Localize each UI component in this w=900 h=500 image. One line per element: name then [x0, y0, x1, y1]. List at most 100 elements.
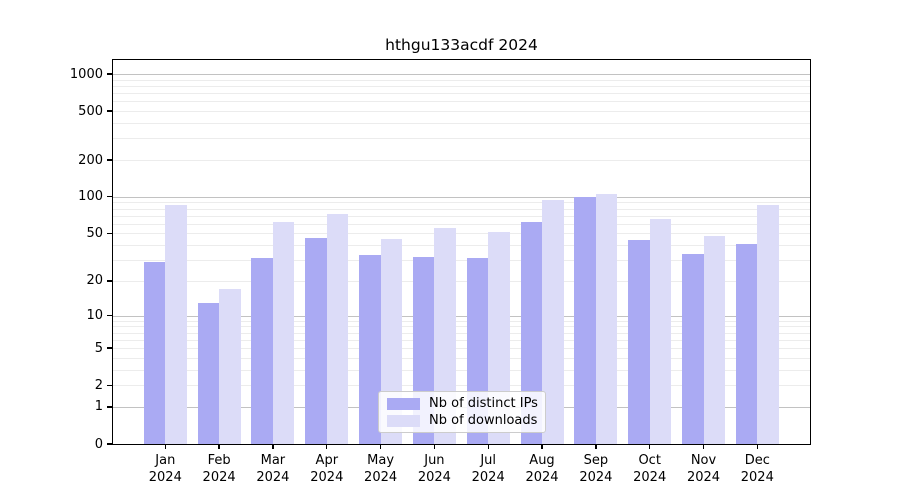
bar-feb-distinct-ips	[197, 302, 220, 444]
gridline-minor-30	[113, 260, 810, 262]
legend-swatch-downloads	[387, 414, 420, 427]
x-tick-label-apr: Apr 2024	[310, 453, 344, 485]
gridline-minor-500	[113, 111, 810, 113]
bar-jan-distinct-ips	[143, 261, 166, 444]
y-tick-label-5: 5	[94, 340, 103, 356]
y-tick-1000	[107, 73, 112, 75]
x-tick-label-jun: Jun 2024	[417, 453, 451, 485]
y-tick-label-0: 0	[94, 436, 103, 452]
legend-swatch-distinct-ips	[387, 397, 420, 410]
x-tick-label-nov: Nov 2024	[686, 453, 721, 485]
y-tick-50	[107, 232, 112, 235]
gridline-minor-80	[113, 208, 810, 210]
bar-apr-downloads	[326, 214, 349, 444]
gridline-minor-4	[113, 357, 810, 359]
gridline-minor-900	[113, 79, 810, 81]
x-tick-label-may: May 2024	[364, 453, 398, 485]
y-tick-1	[107, 406, 112, 408]
gridline-minor-3	[113, 369, 810, 371]
gridline-minor-7	[113, 332, 810, 334]
gridline-minor-9	[113, 320, 810, 322]
x-tick-apr	[326, 444, 328, 449]
gridline-minor-700	[113, 93, 810, 95]
x-tick-label-dec: Dec 2024	[740, 453, 774, 485]
gridline-major-100	[113, 196, 810, 198]
gridline-major-10	[113, 315, 810, 317]
y-tick-label-1000: 1000	[69, 66, 103, 82]
gridline-minor-800	[113, 85, 810, 87]
gridline-minor-5	[113, 348, 810, 349]
gridline-minor-200	[113, 160, 810, 161]
bar-may-distinct-ips	[359, 255, 381, 444]
y-tick-2	[107, 384, 112, 386]
plot-area	[113, 60, 810, 444]
gridline-minor-300	[113, 138, 810, 140]
bar-apr-distinct-ips	[305, 237, 327, 444]
y-tick-label-20: 20	[86, 273, 103, 289]
x-tick-jun	[433, 444, 436, 449]
x-tick-sep	[595, 444, 597, 449]
gridline-minor-60	[113, 223, 810, 225]
bar-aug-distinct-ips	[520, 222, 542, 444]
y-tick-label-2: 2	[94, 377, 103, 393]
gridline-minor-8	[113, 326, 810, 328]
bar-jun-downloads	[434, 228, 456, 444]
y-tick-200	[107, 159, 112, 161]
bar-feb-downloads	[219, 289, 241, 444]
bar-jan-downloads	[165, 204, 187, 444]
x-tick-label-oct: Oct 2024	[633, 453, 667, 485]
legend-label-downloads: Nb of downloads	[429, 413, 538, 428]
x-tick-nov	[702, 444, 705, 449]
y-tick-label-500: 500	[78, 103, 103, 119]
bar-oct-downloads	[649, 218, 672, 444]
legend: Nb of distinct IPs Nb of downloads	[378, 391, 546, 433]
y-tick-label-200: 200	[78, 152, 103, 168]
y-tick-label-1: 1	[94, 399, 103, 415]
x-tick-jul	[487, 444, 489, 449]
x-tick-dec	[756, 444, 758, 449]
chart-title: hthgu133acdf 2024	[385, 36, 538, 54]
bar-nov-distinct-ips	[682, 253, 704, 444]
legend-entry-distinct-ips: Nb of distinct IPs	[387, 396, 538, 411]
y-tick-20	[107, 280, 112, 282]
plot-frame	[112, 59, 811, 445]
x-tick-label-jan: Jan 2024	[148, 453, 182, 485]
gridline-minor-50	[113, 233, 810, 235]
x-tick-label-feb: Feb 2024	[202, 453, 236, 485]
bar-oct-distinct-ips	[628, 240, 650, 444]
gridline-minor-400	[113, 123, 810, 124]
y-tick-500	[107, 110, 112, 112]
y-tick-100	[107, 196, 112, 198]
y-tick-label-50: 50	[86, 225, 103, 241]
legend-label-distinct-ips: Nb of distinct IPs	[429, 396, 538, 411]
x-tick-label-mar: Mar 2024	[256, 453, 290, 485]
x-tick-may	[379, 444, 382, 449]
y-tick-10	[107, 314, 112, 317]
bar-dec-downloads	[757, 204, 779, 444]
gridline-minor-20	[113, 280, 810, 282]
y-tick-5	[107, 347, 112, 349]
y-tick-label-10: 10	[86, 308, 103, 324]
y-tick-0	[107, 443, 112, 445]
gridline-minor-70	[113, 215, 810, 217]
gridline-minor-2	[113, 385, 810, 387]
gridline-minor-40	[113, 245, 810, 247]
x-tick-oct	[649, 444, 651, 449]
gridline-minor-90	[113, 202, 810, 204]
bar-sep-downloads	[595, 193, 618, 444]
gridline-major-1000	[113, 74, 810, 75]
y-tick-label-100: 100	[78, 189, 103, 205]
bar-mar-downloads	[272, 222, 295, 444]
bar-dec-distinct-ips	[735, 243, 758, 444]
bar-aug-downloads	[542, 200, 564, 444]
x-tick-mar	[272, 444, 274, 449]
x-tick-label-jul: Jul 2024	[471, 453, 505, 485]
x-tick-label-sep: Sep 2024	[579, 453, 613, 485]
x-tick-jan	[164, 444, 166, 449]
gridline-minor-600	[113, 101, 810, 103]
x-tick-label-aug: Aug 2024	[525, 453, 559, 485]
x-tick-aug	[541, 444, 543, 449]
bar-nov-downloads	[703, 235, 725, 444]
gridline-minor-6	[113, 339, 810, 341]
